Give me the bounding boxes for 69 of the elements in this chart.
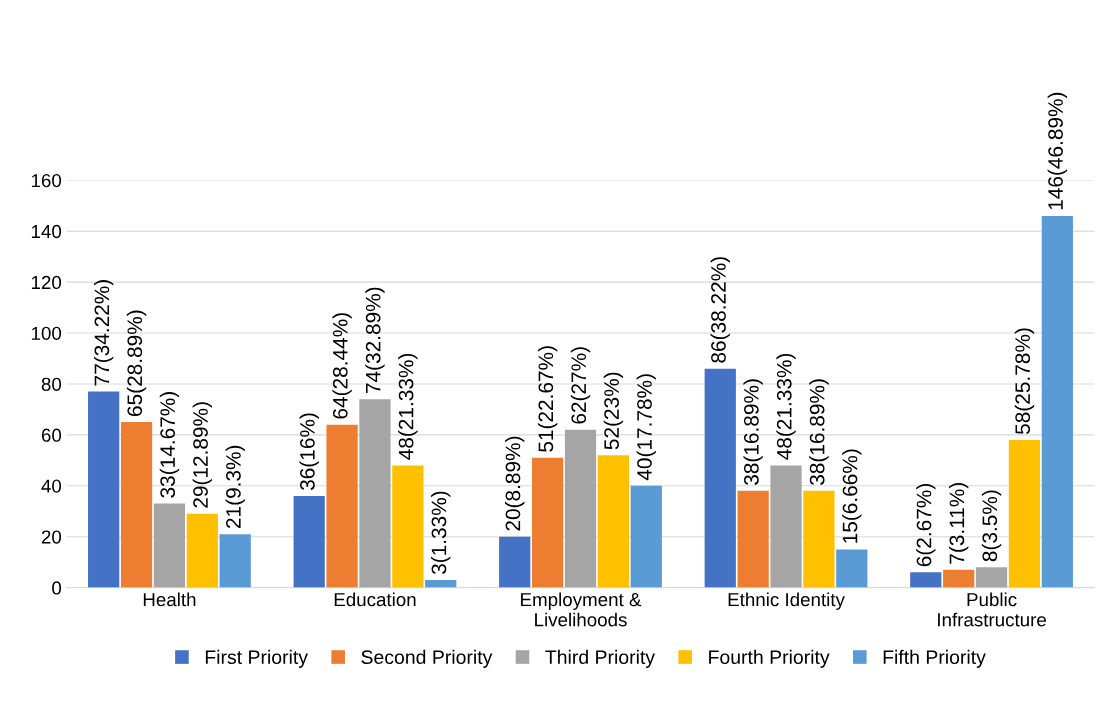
bar (359, 399, 391, 588)
data-label: 38(16.89%) (809, 379, 829, 485)
bar (836, 549, 868, 588)
y-tick-label: 120 (31, 275, 62, 290)
data-label: 6(2.67%) (916, 484, 936, 567)
data-label: 58(25.78%) (1014, 328, 1035, 435)
data-label: 146(46.89%) (1047, 92, 1068, 210)
bar (425, 579, 457, 588)
data-label: 8(3.5%) (981, 490, 1002, 562)
x-tick-label: Ethnic Identity (728, 592, 845, 610)
data-label: 64(28.44%) (332, 313, 352, 419)
data-label: 51(22.67%) (537, 346, 558, 452)
y-tick-label: 100 (31, 326, 62, 340)
data-label: 40(17.78%) (636, 374, 656, 481)
y-tick-label: 160 (31, 173, 62, 188)
legend-label: First Priority (205, 649, 308, 668)
bar (770, 465, 802, 588)
data-label: 3(1.33%) (431, 491, 451, 575)
x-tick-label: Health (143, 592, 196, 607)
y-tick-label: 60 (41, 428, 62, 442)
data-label: 48(21.33%) (398, 353, 418, 460)
bar (219, 534, 251, 588)
y-tick-label: 140 (31, 224, 62, 239)
y-tick-label: 80 (41, 377, 62, 391)
bar (499, 536, 531, 588)
y-tick-label: 0 (52, 581, 62, 595)
data-label: 74(32.89%) (365, 287, 385, 394)
data-label: 62(27%) (570, 347, 591, 424)
bar (975, 567, 1008, 588)
data-label: 21(9.3%) (225, 445, 245, 529)
x-tick-label: Employment & Livelihoods (521, 592, 642, 627)
data-label: 38(16.89%) (743, 379, 763, 485)
data-label: 86(38.22%) (710, 257, 730, 363)
y-tick-label: 40 (41, 479, 62, 493)
data-label: 20(8.89%) (505, 436, 525, 531)
bar (803, 490, 835, 588)
y-tick-label: 20 (41, 530, 62, 544)
data-label: 48(21.33%) (776, 353, 796, 460)
bar (1008, 439, 1041, 588)
bar (531, 457, 564, 588)
data-label: 33(14.67%) (159, 392, 180, 498)
bar (597, 455, 629, 588)
data-label: 77(34.22%) (93, 280, 114, 386)
bar (326, 424, 358, 588)
bar (704, 368, 736, 588)
bar (392, 465, 424, 588)
data-label: 7(3.11%) (948, 483, 969, 564)
legend-label: Fourth Priority (709, 649, 830, 668)
legend-label: Third Priority (545, 649, 656, 668)
data-label: 52(23%) (603, 372, 624, 450)
data-label: 36(16%) (299, 413, 319, 491)
bar (186, 513, 218, 588)
bar (910, 572, 942, 588)
x-tick-label: Public Infrastructure (938, 592, 1046, 627)
x-tick-label: Education (334, 592, 416, 607)
bar (293, 495, 325, 588)
data-label: 65(28.89%) (126, 310, 147, 416)
bar (1041, 215, 1073, 588)
bar (564, 429, 597, 588)
bar (630, 485, 662, 588)
legend-label: Fifth Priority (883, 649, 986, 668)
bar (737, 490, 769, 588)
bar (153, 503, 186, 588)
data-label: 29(12.89%) (192, 402, 213, 508)
bar (120, 422, 153, 588)
data-label: 15(6.66%) (842, 449, 862, 543)
legend-label: Second Priority (361, 649, 493, 668)
bar (943, 569, 975, 588)
bar (88, 391, 120, 588)
